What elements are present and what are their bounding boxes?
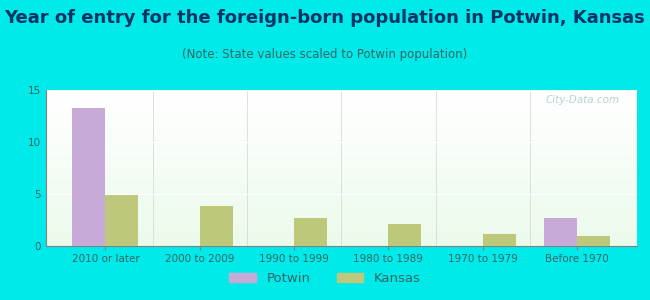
- Bar: [46, 223, 637, 224]
- Text: City-Data.com: City-Data.com: [545, 95, 619, 105]
- Bar: [46, 176, 637, 178]
- Bar: [46, 125, 637, 127]
- Bar: [46, 127, 637, 129]
- Bar: [46, 104, 637, 106]
- Legend: Potwin, Kansas: Potwin, Kansas: [224, 267, 426, 290]
- Bar: [46, 131, 637, 133]
- Bar: [46, 229, 637, 230]
- Bar: [46, 96, 637, 98]
- Bar: [46, 147, 637, 148]
- Bar: [577, 236, 610, 246]
- Bar: [389, 224, 421, 246]
- Bar: [46, 191, 637, 193]
- Bar: [46, 209, 637, 211]
- Bar: [46, 201, 637, 203]
- Bar: [294, 218, 327, 246]
- Bar: [46, 238, 637, 240]
- Bar: [483, 233, 516, 246]
- Bar: [46, 230, 637, 232]
- Bar: [46, 224, 637, 226]
- Bar: [46, 129, 637, 131]
- Bar: [46, 168, 637, 170]
- Bar: [46, 164, 637, 166]
- Bar: [46, 162, 637, 164]
- Bar: [46, 219, 637, 221]
- Bar: [544, 218, 577, 246]
- Bar: [46, 113, 637, 115]
- Bar: [46, 213, 637, 215]
- Bar: [46, 174, 637, 176]
- Bar: [46, 217, 637, 219]
- Bar: [46, 170, 637, 172]
- Bar: [46, 148, 637, 150]
- Bar: [46, 178, 637, 180]
- Bar: [46, 199, 637, 201]
- Bar: [46, 236, 637, 238]
- Bar: [46, 117, 637, 119]
- Bar: [46, 152, 637, 154]
- Bar: [46, 226, 637, 229]
- Bar: [46, 211, 637, 213]
- Bar: [46, 100, 637, 102]
- Bar: [46, 90, 637, 92]
- Bar: [46, 234, 637, 236]
- Bar: [46, 172, 637, 174]
- Bar: [46, 244, 637, 246]
- Bar: [46, 137, 637, 139]
- Bar: [46, 112, 637, 113]
- Bar: [72, 108, 105, 246]
- Bar: [46, 188, 637, 190]
- Bar: [46, 166, 637, 168]
- Bar: [46, 242, 637, 244]
- Bar: [46, 121, 637, 123]
- Bar: [46, 156, 637, 158]
- Bar: [46, 94, 637, 96]
- Bar: [46, 205, 637, 207]
- Bar: [46, 154, 637, 156]
- Bar: [46, 185, 637, 188]
- Bar: [200, 206, 233, 246]
- Bar: [46, 123, 637, 125]
- Bar: [46, 108, 637, 109]
- Bar: [46, 141, 637, 142]
- Bar: [46, 145, 637, 147]
- Bar: [46, 182, 637, 184]
- Bar: [46, 158, 637, 160]
- Bar: [46, 102, 637, 104]
- Bar: [46, 195, 637, 197]
- Bar: [46, 135, 637, 137]
- Bar: [46, 92, 637, 94]
- Bar: [46, 150, 637, 152]
- Bar: [46, 232, 637, 234]
- Bar: [46, 119, 637, 121]
- Bar: [46, 194, 637, 195]
- Text: (Note: State values scaled to Potwin population): (Note: State values scaled to Potwin pop…: [183, 48, 467, 61]
- Bar: [46, 180, 637, 182]
- Bar: [46, 203, 637, 205]
- Text: Year of entry for the foreign-born population in Potwin, Kansas: Year of entry for the foreign-born popul…: [5, 9, 645, 27]
- Bar: [46, 184, 637, 185]
- Bar: [46, 160, 637, 162]
- Bar: [46, 133, 637, 135]
- Bar: [46, 240, 637, 242]
- Bar: [46, 115, 637, 117]
- Bar: [46, 143, 637, 145]
- Bar: [46, 139, 637, 141]
- Bar: [46, 98, 637, 100]
- Bar: [46, 207, 637, 209]
- Bar: [46, 106, 637, 107]
- Bar: [46, 221, 637, 223]
- Bar: [46, 197, 637, 199]
- Bar: [46, 215, 637, 217]
- Bar: [46, 190, 637, 191]
- Bar: [105, 195, 138, 246]
- Bar: [46, 110, 637, 111]
